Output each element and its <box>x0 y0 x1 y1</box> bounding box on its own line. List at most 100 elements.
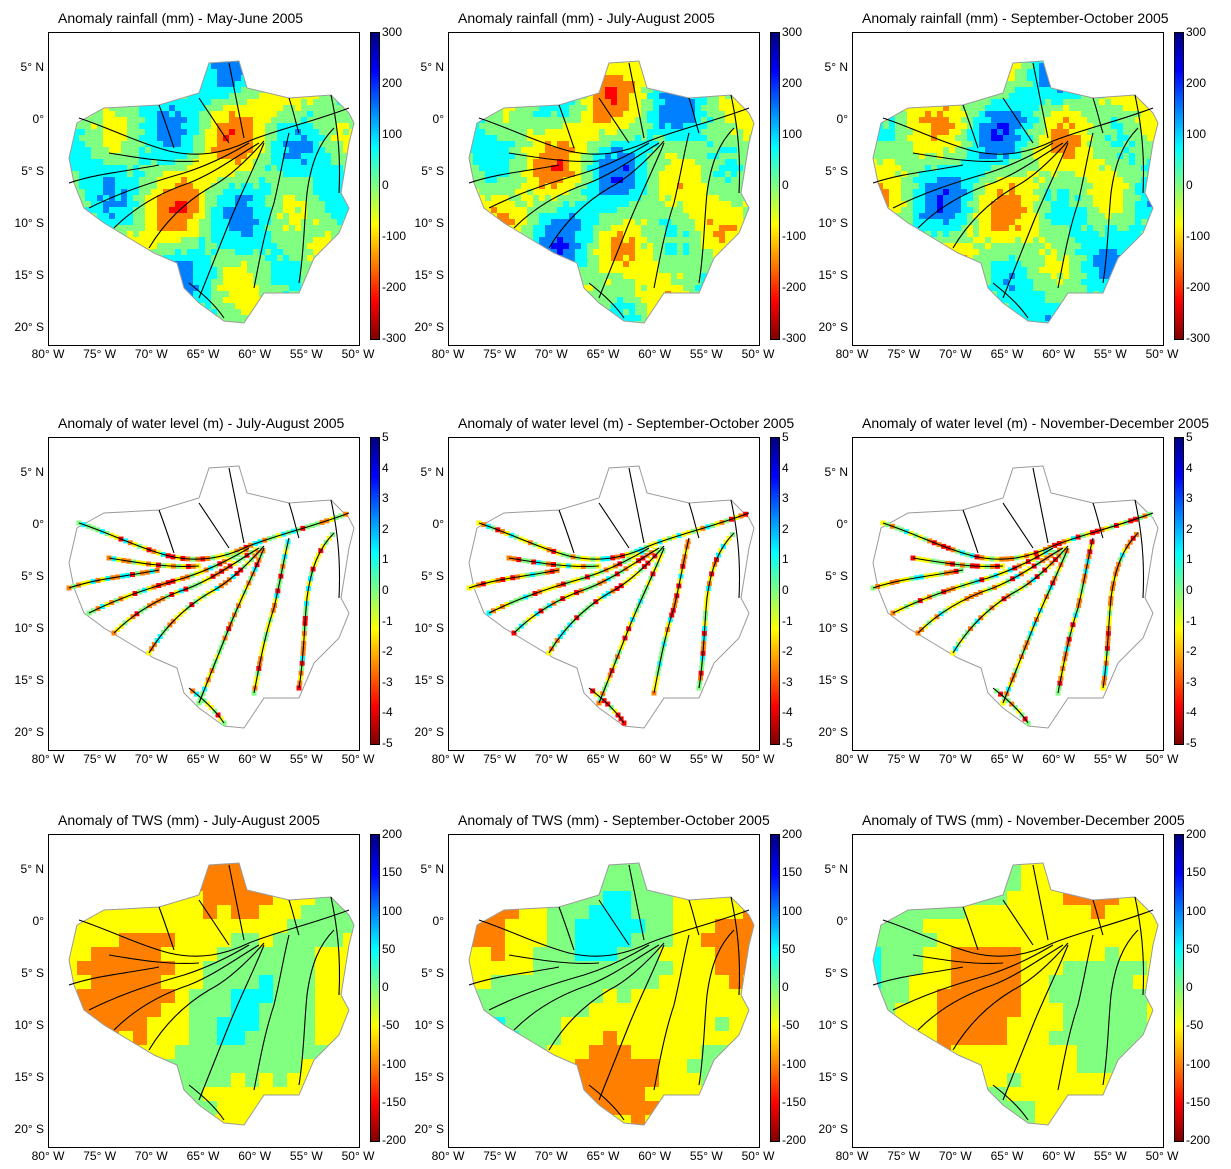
river-line <box>68 569 160 589</box>
map-plot-area <box>448 32 760 346</box>
colorbar <box>1174 834 1184 1142</box>
river-line <box>158 906 175 951</box>
river-line <box>598 142 665 299</box>
colorbar-tick-label: -150 <box>782 1094 807 1109</box>
lon-tick-label: 65° W <box>990 347 1024 361</box>
river-line <box>688 899 700 936</box>
lon-tick-label: 80° W <box>31 1149 65 1163</box>
lon-tick-label: 70° W <box>134 347 168 361</box>
lon-tick-label: 65° W <box>186 1149 220 1163</box>
colorbar <box>370 32 380 340</box>
colorbar-tick-label: 200 <box>382 827 403 841</box>
river-network <box>68 864 350 1121</box>
river-line <box>288 502 300 539</box>
lon-tick-label: 60° W <box>1042 752 1076 766</box>
lon-tick-label: 80° W <box>835 752 869 766</box>
colorbar-tick-label: -100 <box>382 229 407 243</box>
lon-tick-label: 55° W <box>689 347 723 361</box>
lon-tick-label: 80° W <box>835 347 869 361</box>
river-line <box>1032 864 1049 941</box>
colorbar-tick-label: 2 <box>1186 521 1193 536</box>
river-line <box>148 545 265 654</box>
lon-tick-label: 60° W <box>638 752 672 766</box>
lat-tick-label: 5° S <box>825 966 848 980</box>
colorbar-tick-label: -2 <box>1186 644 1197 659</box>
colorbar-tick-label: 0 <box>1186 980 1193 994</box>
colorbar-tick-label: -50 <box>1186 1018 1204 1033</box>
river-line <box>148 140 265 249</box>
river-line <box>513 142 660 229</box>
lat-tick-label: 10° S <box>414 216 444 230</box>
colorbar-tick-label: 4 <box>1186 460 1193 475</box>
map-svg <box>872 862 1159 1126</box>
lon-tick-label: 50° W <box>341 1149 375 1163</box>
river-line <box>198 547 265 704</box>
river-line <box>1134 896 1145 996</box>
river-line <box>1134 499 1145 599</box>
river-line <box>1002 502 1034 549</box>
river-line <box>912 557 1004 567</box>
river-line <box>298 532 335 689</box>
river-line <box>730 94 741 194</box>
map-plot-area <box>448 437 760 751</box>
river-line <box>872 164 964 184</box>
river-line <box>1002 944 1069 1101</box>
river-network <box>68 62 350 319</box>
colorbar-tick-label: 1 <box>1186 552 1193 567</box>
lon-tick-label: 75° W <box>483 752 517 766</box>
panel-title: Anomaly of water level (m) - September-O… <box>458 415 795 431</box>
river-line <box>917 547 1064 634</box>
lon-tick-label: 75° W <box>83 752 117 766</box>
lon-tick-label: 55° W <box>689 752 723 766</box>
lon-tick-label: 55° W <box>289 1149 323 1163</box>
lon-tick-label: 55° W <box>1093 752 1127 766</box>
lon-tick-label: 50° W <box>341 752 375 766</box>
water-level-pixels <box>466 511 749 726</box>
river-line <box>653 132 690 289</box>
lat-tick-label: 0° <box>432 112 444 126</box>
river-line <box>108 557 200 567</box>
lat-tick-label: 20° S <box>818 1122 848 1136</box>
river-line <box>952 140 1069 249</box>
lat-tick-label: 5° S <box>825 164 848 178</box>
river-line <box>1032 467 1049 544</box>
colorbar-tick-label: -1 <box>1186 613 1197 628</box>
basin-outline <box>468 465 755 729</box>
lat-tick-label: 0° <box>32 517 44 531</box>
colorbar <box>770 32 780 340</box>
basin-outline <box>68 862 355 1126</box>
river-line <box>872 966 964 986</box>
lat-tick-label: 15° S <box>414 268 444 282</box>
lat-tick-label: 5° N <box>20 465 44 479</box>
river-line <box>548 942 665 1051</box>
panel-title: Anomaly rainfall (mm) - September-Octobe… <box>862 10 1169 26</box>
river-line <box>992 687 1029 724</box>
river-line <box>108 152 200 162</box>
lat-tick-label: 10° S <box>14 216 44 230</box>
river-line <box>598 502 630 549</box>
colorbar <box>1174 437 1184 745</box>
river-line <box>917 142 1064 229</box>
colorbar-tick-label: -200 <box>782 280 807 294</box>
colorbar-tick-label: -2 <box>382 644 393 659</box>
lat-tick-label: 15° S <box>414 1070 444 1084</box>
colorbar-tick-label: 0 <box>782 583 789 597</box>
map-svg <box>66 465 355 729</box>
lon-tick-label: 65° W <box>186 347 220 361</box>
lon-tick-label: 80° W <box>31 752 65 766</box>
colorbar-tick-label: 200 <box>782 76 803 90</box>
lat-tick-label: 0° <box>432 914 444 928</box>
lat-tick-label: 10° S <box>414 621 444 635</box>
lon-tick-label: 65° W <box>990 1149 1024 1163</box>
river-line <box>1134 94 1145 194</box>
river-line <box>730 499 741 599</box>
lon-tick-label: 55° W <box>289 752 323 766</box>
colorbar-tick-label: -5 <box>382 736 393 750</box>
river-line <box>952 545 1069 654</box>
basin-outline <box>68 465 355 729</box>
colorbar-tick-label: 5 <box>1186 430 1193 444</box>
colorbar <box>1174 32 1184 340</box>
lat-tick-label: 5° N <box>420 862 444 876</box>
lat-tick-label: 10° S <box>414 1018 444 1032</box>
river-line <box>558 906 575 951</box>
